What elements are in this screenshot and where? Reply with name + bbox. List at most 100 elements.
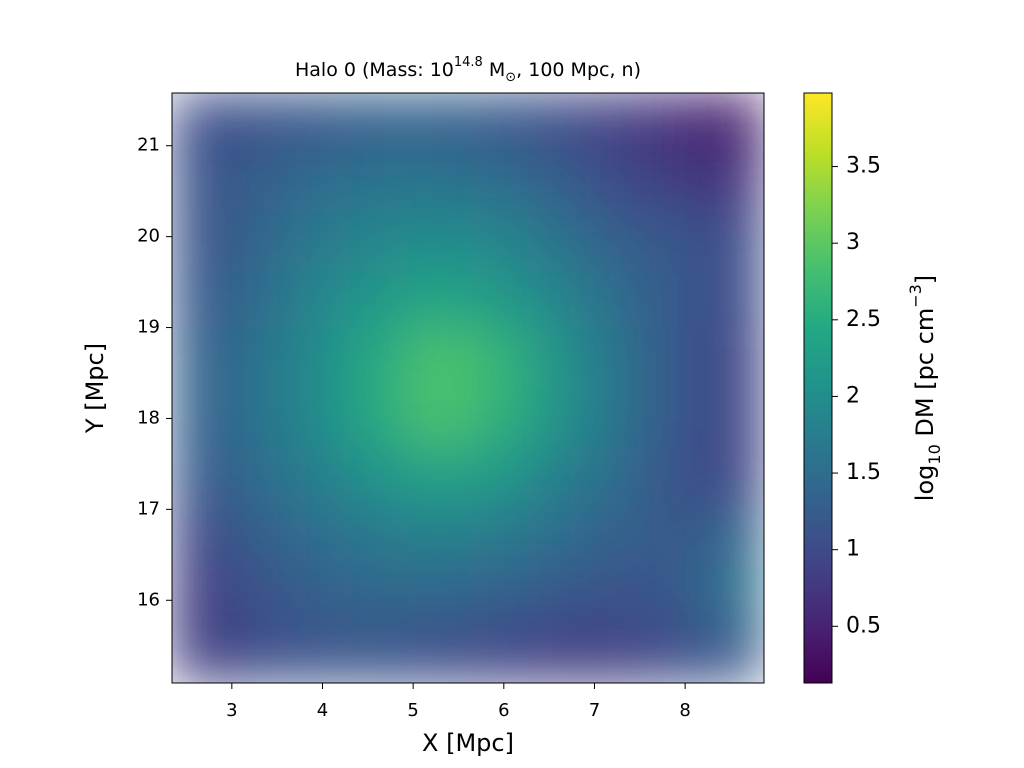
x-axis-label: X [Mpc]: [422, 729, 514, 757]
y-tick-label: 16: [137, 589, 160, 610]
heatmap-cell: [645, 152, 706, 212]
x-tick-label: 5: [407, 700, 418, 721]
heatmap-cell: [527, 329, 587, 389]
heatmap-cell: [172, 447, 232, 507]
heatmap-cell: [586, 565, 647, 625]
chart-title: Halo 0 (Mass: 1014.8 M⊙, 100 Mpc, n): [295, 55, 641, 85]
heatmap-cell: [290, 211, 351, 271]
heatmap-cell: [172, 270, 232, 330]
heatmap-cell: [645, 211, 706, 271]
heatmap: [172, 93, 764, 683]
heatmap-cell: [290, 565, 351, 625]
cb-label-sup: −3: [906, 284, 925, 308]
x-tick-label: 6: [498, 700, 509, 721]
heatmap-cell: [172, 624, 232, 683]
heatmap-cell: [704, 506, 764, 566]
heatmap-cell: [586, 624, 647, 683]
heatmap-cell: [704, 447, 764, 507]
heatmap-cell: [290, 93, 351, 153]
colorbar-tick-label: 1: [846, 537, 860, 562]
heatmap-cell: [172, 93, 232, 153]
heatmap-cell: [349, 211, 410, 271]
colorbar-tick-label: 3: [846, 230, 860, 255]
heatmap-cell: [349, 388, 410, 448]
heatmap-cell: [586, 329, 647, 389]
heatmap-cell: [290, 270, 351, 330]
heatmap-cell: [408, 506, 469, 566]
heatmap-cell: [231, 93, 291, 153]
title-text: Halo 0 (Mass: 10: [295, 59, 454, 81]
heatmap-cell: [408, 624, 469, 683]
heatmap-cell: [349, 565, 410, 625]
heatmap-cell: [704, 152, 764, 212]
heatmap-cell: [704, 211, 764, 271]
heatmap-cell: [527, 624, 587, 683]
y-tick-label: 19: [137, 317, 160, 338]
x-tick-label: 4: [317, 700, 328, 721]
heatmap-cell: [586, 93, 647, 153]
y-axis-label: Y [Mpc]: [81, 343, 109, 434]
heatmap-cell: [172, 565, 232, 625]
heatmap-cell: [704, 93, 764, 153]
heatmap-cell: [586, 211, 647, 271]
heatmap-cell: [704, 329, 764, 389]
y-tick-label: 20: [137, 226, 160, 247]
heatmap-cell: [172, 388, 232, 448]
heatmap-cell: [586, 447, 647, 507]
heatmap-cell: [290, 447, 351, 507]
heatmap-cell: [408, 152, 469, 212]
heatmap-cell: [231, 152, 291, 212]
colorbar-tick-label: 1.5: [846, 460, 881, 485]
colorbar-tick-label: 3.5: [846, 154, 881, 179]
heatmap-cell: [349, 93, 410, 153]
heatmap-cell: [172, 152, 232, 212]
heatmap-cell: [468, 388, 528, 448]
x-tick-label: 8: [679, 700, 690, 721]
colorbar-tick-label: 2: [846, 383, 860, 408]
colorbar-tick-label: 0.5: [846, 613, 881, 638]
heatmap-cell: [645, 388, 706, 448]
colorbar: [803, 92, 833, 684]
heatmap-cell: [645, 329, 706, 389]
heatmap-cell: [527, 211, 587, 271]
heatmap-cell: [527, 447, 587, 507]
cb-label-text: DM [pc cm: [911, 308, 939, 444]
heatmap-cell: [527, 152, 587, 212]
heatmap-cell: [408, 211, 469, 271]
heatmap-cell: [349, 506, 410, 566]
heatmap-cell: [704, 565, 764, 625]
heatmap-cell: [231, 329, 291, 389]
y-tick-label: 18: [137, 407, 160, 428]
heatmap-cell: [468, 447, 528, 507]
heatmap-cell: [349, 152, 410, 212]
heatmap-cell: [468, 211, 528, 271]
colorbar-tick-label: 2.5: [846, 307, 881, 332]
heatmap-cell: [645, 270, 706, 330]
heatmap-cell: [349, 329, 410, 389]
colorbar-label: log10 DM [pc cm−3]: [906, 275, 944, 501]
cb-label-text: log: [911, 465, 939, 502]
x-tick-label: 7: [589, 700, 600, 721]
y-tick-label: 17: [137, 498, 160, 519]
heatmap-cell: [468, 270, 528, 330]
heatmap-cell: [527, 388, 587, 448]
heatmap-cell: [468, 152, 528, 212]
heatmap-cell: [172, 506, 232, 566]
cb-label-text: ]: [911, 275, 939, 284]
heatmap-cell: [349, 270, 410, 330]
title-text: M: [483, 59, 505, 81]
heatmap-cell: [645, 506, 706, 566]
heatmap-cell: [645, 447, 706, 507]
heatmap-cell: [290, 152, 351, 212]
heatmap-cell: [408, 565, 469, 625]
y-tick-label: 21: [137, 135, 160, 156]
heatmap-cell: [408, 93, 469, 153]
heatmap-cell: [468, 93, 528, 153]
heatmap-cell: [468, 565, 528, 625]
title-sub: ⊙: [505, 70, 516, 85]
heatmap-cell: [349, 447, 410, 507]
heatmap-cell: [408, 270, 469, 330]
heatmap-cell: [586, 270, 647, 330]
heatmap-cell: [468, 329, 528, 389]
